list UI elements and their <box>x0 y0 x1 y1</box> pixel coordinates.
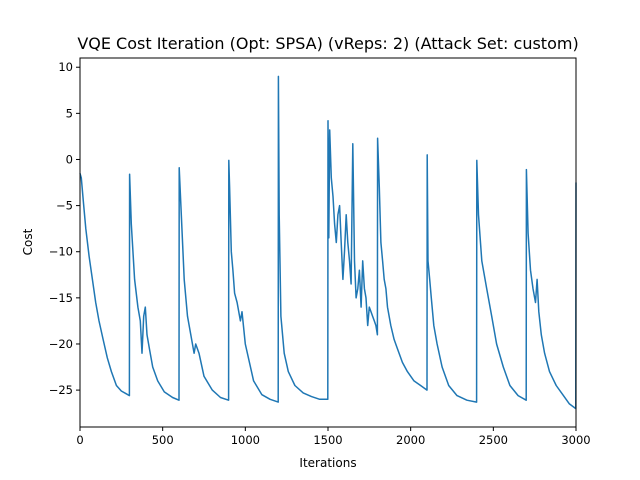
x-tick-label: 3000 <box>561 433 590 447</box>
x-tick-label: 500 <box>152 433 174 447</box>
x-tick-label: 2500 <box>479 433 508 447</box>
y-tick-label: 0 <box>66 152 73 166</box>
x-tick-label: 1000 <box>231 433 260 447</box>
y-tick-label: −25 <box>49 383 73 397</box>
y-axis-label: Cost <box>21 228 35 255</box>
x-tick-label: 0 <box>76 433 83 447</box>
y-tick-label: −20 <box>49 337 73 351</box>
series-line <box>79 75 577 410</box>
plot-frame <box>79 57 577 428</box>
y-tick-label: 10 <box>58 60 73 74</box>
y-tick-label: −5 <box>56 199 73 213</box>
x-axis-ticks: 0 500 1000 1500 2000 2500 3000 <box>76 427 591 447</box>
y-axis-ticks: 10 5 0 −5 −10 −15 −20 −25 <box>49 60 80 397</box>
plot-area <box>79 75 577 410</box>
chart-title: VQE Cost Iteration (Opt: SPSA) (vReps: 2… <box>77 34 578 53</box>
y-tick-label: 5 <box>66 106 73 120</box>
x-tick-label: 2000 <box>396 433 425 447</box>
y-tick-label: −10 <box>49 245 73 259</box>
x-tick-label: 1500 <box>313 433 342 447</box>
y-tick-label: −15 <box>49 291 73 305</box>
x-axis-label: Iterations <box>299 456 356 470</box>
